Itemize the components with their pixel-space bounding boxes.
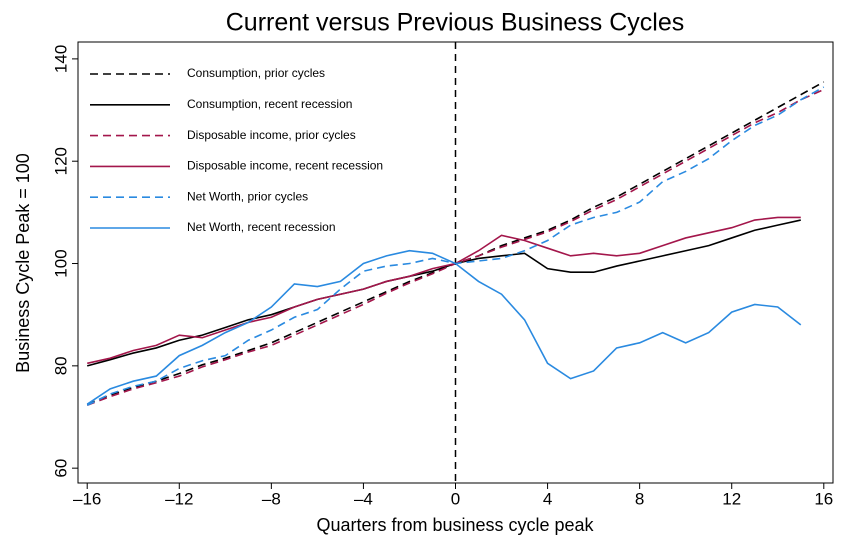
legend-label: Net Worth, prior cycles xyxy=(187,189,308,203)
series-line xyxy=(87,219,801,367)
series-line xyxy=(86,249,802,405)
legend-label: Disposable income, recent recession xyxy=(187,159,383,173)
y-tick-label: 100 xyxy=(51,249,70,277)
x-tick-label: –4 xyxy=(354,489,373,508)
chart-title: Current versus Previous Business Cycles xyxy=(226,9,685,37)
x-tick-label: 4 xyxy=(543,489,552,508)
y-tick-label: 140 xyxy=(51,45,70,73)
x-axis-label: Quarters from business cycle peak xyxy=(316,515,594,535)
y-tick-label: 80 xyxy=(51,356,70,375)
legend-label: Consumption, prior cycles xyxy=(187,66,325,80)
y-axis-label: Business Cycle Peak = 100 xyxy=(13,153,33,373)
x-tick-label: 16 xyxy=(814,489,833,508)
legend-label: Disposable income, prior cycles xyxy=(187,128,356,142)
x-tick-label: 12 xyxy=(722,489,741,508)
legend-label: Net Worth, recent recession xyxy=(187,220,336,234)
legend-label: Consumption, recent recession xyxy=(187,97,352,111)
x-tick-label: 8 xyxy=(635,489,644,508)
series-line xyxy=(87,216,801,365)
y-tick-label: 60 xyxy=(51,459,70,478)
y-tick-label: 120 xyxy=(51,147,70,175)
x-tick-label: –8 xyxy=(262,489,281,508)
x-tick-label: –16 xyxy=(73,489,101,508)
x-tick-label: –12 xyxy=(165,489,193,508)
x-tick-label: 0 xyxy=(451,489,460,508)
